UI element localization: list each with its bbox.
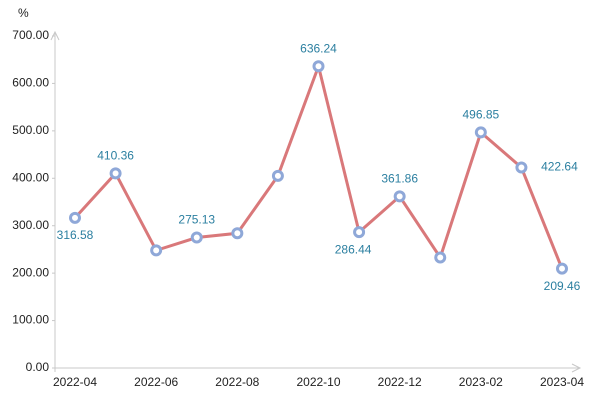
x-tick-label: 2022-10 [296,375,340,389]
y-tick-label: 600.00 [12,76,49,90]
point [271,169,284,182]
y-tick-label: 500.00 [12,123,49,137]
point [393,190,406,203]
point [434,251,447,264]
point [231,227,244,240]
point [353,226,366,239]
point [515,161,528,174]
data-label: 316.58 [57,228,94,242]
x-tick-label: 2022-04 [53,375,97,389]
x-tick-label: 2022-06 [134,375,178,389]
data-label: 636.24 [300,41,337,55]
point [312,60,325,73]
data-label: 275.13 [178,213,215,227]
data-label: 361.86 [381,172,418,186]
y-tick-label: 400.00 [12,170,49,184]
data-label: 496.85 [462,108,499,122]
data-label: 209.46 [544,279,581,293]
x-tick-label: 2022-12 [378,375,422,389]
point [474,126,487,139]
y-tick-label: 300.00 [12,218,49,232]
x-tick-label: 2022-08 [215,375,259,389]
y-axis-label: % [18,6,29,20]
data-label: 410.36 [97,149,134,163]
x-axis [55,363,582,373]
point [556,262,568,275]
point [69,211,81,224]
point [190,231,203,244]
x-tick-label: 2023-02 [459,375,503,389]
y-tick-label: 0.00 [26,360,50,374]
y-axis [50,30,60,372]
y-tick-label: 200.00 [12,265,49,279]
point [109,167,122,180]
data-label: 286.44 [335,242,372,256]
point [150,244,163,257]
y-tick-label: 700.00 [12,28,49,42]
y-tick-label: 100.00 [12,313,49,327]
x-tick-label: 2023-04 [540,375,584,389]
data-label: 422.64 [541,160,578,174]
line [73,61,564,270]
